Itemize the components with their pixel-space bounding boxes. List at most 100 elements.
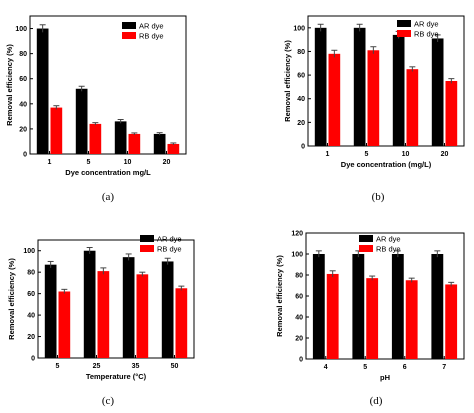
x-tick-label: 1 bbox=[48, 159, 52, 166]
x-axis-label: Dye concentration (mg/L) bbox=[341, 160, 432, 169]
panel-caption: (a) bbox=[102, 191, 115, 203]
y-tick-label: 80 bbox=[295, 273, 303, 280]
rb-dye-bar bbox=[445, 284, 458, 359]
x-tick-label: 35 bbox=[132, 363, 140, 370]
x-tick-label: 10 bbox=[124, 159, 132, 166]
y-tick-label: 60 bbox=[295, 294, 303, 301]
y-axis-label: Removal efficiency (%) bbox=[7, 258, 16, 340]
legend-label: AR dye bbox=[414, 20, 439, 29]
y-tick-label: 20 bbox=[295, 336, 303, 343]
legend-label: RB dye bbox=[157, 245, 182, 254]
y-tick-label: 0 bbox=[299, 357, 303, 364]
rb-dye-bar bbox=[136, 274, 149, 358]
rb-dye-bar bbox=[326, 273, 339, 359]
y-axis-label: Removal efficiency (%) bbox=[283, 40, 292, 122]
plot-frame bbox=[29, 15, 187, 155]
rb-dye-bar bbox=[97, 271, 110, 358]
y-tick-label: 20 bbox=[297, 120, 305, 127]
legend-swatch bbox=[397, 30, 411, 37]
ar-dye-bar bbox=[352, 254, 365, 359]
x-tick-label: 25 bbox=[93, 363, 101, 370]
legend-label: RB dye bbox=[414, 30, 439, 39]
rb-dye-bar bbox=[406, 69, 419, 146]
legend-label: AR dye bbox=[139, 22, 164, 31]
legend-label: AR dye bbox=[157, 235, 182, 244]
panel-caption: (c) bbox=[102, 395, 115, 407]
ar-dye-bar bbox=[391, 254, 404, 359]
ar-dye-bar bbox=[36, 28, 49, 154]
y-tick-label: 0 bbox=[301, 144, 305, 151]
legend-swatch bbox=[122, 32, 136, 39]
legend-swatch bbox=[359, 245, 373, 252]
panel-caption: (d) bbox=[370, 395, 383, 407]
x-tick-label: 20 bbox=[163, 159, 171, 166]
ar-dye-bar bbox=[431, 254, 444, 359]
chart-panel-d: 0 20 40 60 80 100 120 4 5 6 7 pH Removal efficiency … bbox=[275, 231, 465, 407]
ar-dye-bar bbox=[312, 254, 325, 359]
legend-swatch bbox=[122, 22, 136, 29]
ar-dye-bar bbox=[314, 27, 327, 146]
x-axis-label: Temperature (°C) bbox=[86, 372, 147, 381]
ar-dye-bar bbox=[122, 257, 135, 358]
x-axis-label: Dye concentration mg/L bbox=[65, 168, 151, 177]
y-tick-label: 80 bbox=[19, 51, 27, 58]
rb-dye-bar bbox=[328, 53, 341, 147]
x-tick-label: 7 bbox=[442, 364, 446, 371]
rb-dye-bar bbox=[128, 133, 141, 154]
y-tick-label: 100 bbox=[291, 252, 303, 259]
legend-label: RB dye bbox=[139, 32, 164, 41]
ar-dye-bar bbox=[153, 133, 166, 154]
legend-label: RB dye bbox=[376, 245, 401, 254]
x-tick-label: 5 bbox=[365, 151, 369, 158]
ar-dye-bar bbox=[353, 27, 366, 146]
x-tick-label: 4 bbox=[324, 364, 328, 371]
rb-dye-bar bbox=[405, 280, 418, 359]
panel-caption: (b) bbox=[372, 191, 385, 203]
y-tick-label: 120 bbox=[291, 231, 303, 238]
rb-dye-bar bbox=[50, 107, 63, 154]
y-tick-label: 100 bbox=[293, 25, 305, 32]
legend-swatch bbox=[140, 235, 154, 242]
y-tick-label: 20 bbox=[19, 126, 27, 133]
x-tick-label: 6 bbox=[403, 364, 407, 371]
rb-dye-bar bbox=[366, 278, 379, 359]
ar-dye-bar bbox=[114, 121, 127, 154]
rb-dye-bar bbox=[445, 81, 458, 146]
rb-dye-bar bbox=[175, 288, 188, 358]
x-tick-label: 5 bbox=[87, 159, 91, 166]
x-tick-label: 10 bbox=[402, 151, 410, 158]
x-tick-label: 20 bbox=[441, 151, 449, 158]
chart-panel-a: 0 20 40 60 80 100 1 5 10 20 Dye concentration mg/L… bbox=[5, 15, 187, 203]
y-tick-label: 100 bbox=[15, 26, 27, 33]
plot-frame bbox=[307, 15, 465, 147]
y-tick-label: 100 bbox=[23, 248, 35, 255]
legend-swatch bbox=[359, 235, 373, 242]
plot-frame bbox=[37, 239, 195, 359]
rb-dye-bar bbox=[89, 123, 102, 154]
ar-dye-bar bbox=[392, 34, 405, 147]
rb-dye-bar bbox=[58, 291, 71, 358]
ar-dye-bar bbox=[83, 250, 96, 358]
ar-dye-bar bbox=[75, 88, 88, 154]
y-tick-label: 60 bbox=[27, 291, 35, 298]
x-axis-label: pH bbox=[380, 373, 390, 382]
ar-dye-bar bbox=[161, 261, 174, 358]
y-tick-label: 40 bbox=[19, 101, 27, 108]
ar-dye-bar bbox=[44, 264, 57, 358]
chart-panel-c: 0 20 40 60 80 100 5 25 35 50 Temperature (°C) Remov… bbox=[7, 235, 195, 407]
y-tick-label: 60 bbox=[297, 73, 305, 80]
y-tick-label: 20 bbox=[27, 334, 35, 341]
legend-swatch bbox=[140, 245, 154, 252]
chart-panel-b: 0 20 40 60 80 100 1 5 10 20 Dye concentration (mg/… bbox=[283, 15, 465, 203]
ar-dye-bar bbox=[431, 38, 444, 146]
legend-swatch bbox=[397, 20, 411, 27]
y-tick-label: 80 bbox=[297, 49, 305, 56]
rb-dye-bar bbox=[367, 50, 380, 146]
y-axis-label: Removal efficiency (%) bbox=[5, 44, 14, 126]
x-tick-label: 5 bbox=[363, 364, 367, 371]
x-tick-label: 1 bbox=[326, 151, 330, 158]
y-tick-label: 0 bbox=[23, 152, 27, 159]
y-tick-label: 0 bbox=[31, 356, 35, 363]
y-axis-label: Removal efficiency (%) bbox=[275, 255, 284, 337]
